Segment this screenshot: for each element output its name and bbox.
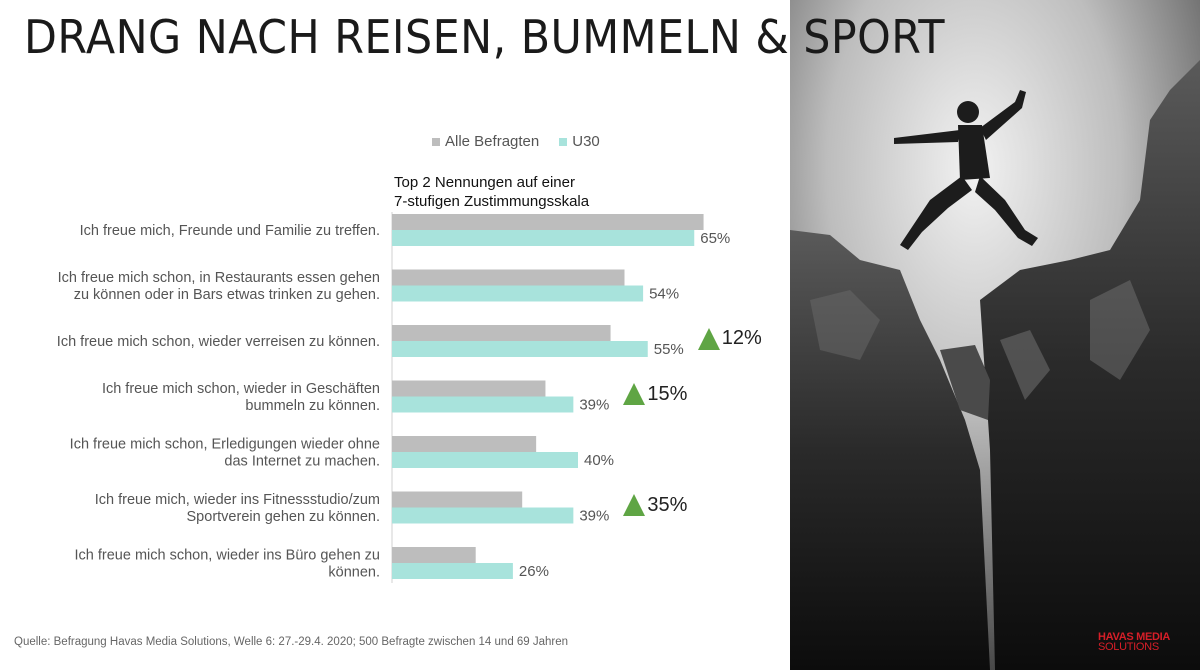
category-label-6-0: Ich freue mich schon, wieder ins Büro ge…	[75, 548, 380, 564]
bar-all-1	[392, 269, 625, 286]
category-label-5-1: Sportverein gehen zu können.	[187, 509, 380, 525]
change-callout-5: 35%	[623, 494, 687, 517]
legend-label-u30: U30	[572, 133, 600, 150]
data-label-u30-0: 65%	[700, 230, 730, 247]
data-label-u30-6: 26%	[519, 563, 549, 580]
subtitle-line-2: 7-stufigen Zustimmungsskala	[394, 193, 590, 210]
bar-u30-5	[392, 507, 574, 524]
bar-u30-2	[392, 341, 648, 357]
bar-u30-1	[392, 285, 644, 302]
up-triangle-icon	[697, 327, 720, 350]
bar-all-0	[392, 214, 704, 230]
category-label-5-0: Ich freue mich, wieder ins Fitnessstudio…	[95, 492, 380, 508]
background-photo	[790, 0, 1200, 670]
bar-u30-3	[392, 396, 574, 413]
legend-swatch-u30	[559, 137, 568, 146]
bar-u30-0	[392, 230, 695, 246]
data-label-u30-5: 39%	[579, 508, 609, 525]
havas-logo: HAVAS MEDIA SOLUTIONS	[1098, 631, 1171, 653]
change-callout-2: 12%	[697, 327, 762, 350]
data-label-u30-1: 54%	[649, 286, 679, 303]
change-callout-label: 35%	[647, 493, 688, 516]
category-label-4-1: das Internet zu machen.	[224, 454, 380, 470]
category-label-3-1: bummeln zu können.	[245, 398, 380, 414]
legend-label-all: Alle Befragten	[445, 133, 540, 150]
category-label-1-0: Ich freue mich schon, in Restaurants ess…	[58, 270, 380, 286]
logo-line-1: HAVAS MEDIA	[1098, 631, 1171, 643]
up-triangle-icon	[623, 494, 646, 516]
bar-chart: 65% Ich freue mich, Freunde und Familie z…	[57, 212, 730, 583]
category-label-4-0: Ich freue mich schon, Erledigungen wiede…	[70, 437, 380, 453]
bar-all-3	[392, 380, 546, 397]
up-triangle-icon	[623, 383, 646, 405]
bar-u30-4	[392, 452, 578, 468]
data-label-u30-2: 55%	[654, 341, 684, 358]
bar-all-2	[392, 325, 611, 341]
category-label-1-1: zu können oder in Bars etwas trinken zu …	[74, 287, 380, 303]
change-callout-3: 15%	[623, 383, 687, 406]
legend-item-u30: U30	[559, 133, 600, 150]
category-label-0-0: Ich freue mich, Freunde und Familie zu t…	[80, 223, 380, 239]
page-title: DRANG NACH REISEN, BUMMELN & SPORT	[24, 10, 945, 64]
bar-all-5	[392, 491, 523, 508]
legend-swatch-all	[432, 137, 440, 146]
subtitle-line-1: Top 2 Nennungen auf einer	[394, 174, 575, 191]
change-callout-label: 15%	[647, 382, 688, 405]
source-footnote: Quelle: Befragung Havas Media Solutions,…	[14, 636, 569, 648]
chart-subtitle: Top 2 Nennungen auf einer 7-stufigen Zus…	[394, 173, 694, 211]
bar-u30-6	[392, 563, 513, 579]
bar-all-4	[392, 436, 537, 452]
logo-line-2: SOLUTIONS	[1098, 641, 1159, 653]
chart-legend: Alle Befragten U30	[432, 133, 600, 150]
bar-all-6	[392, 547, 476, 563]
data-label-u30-4: 40%	[584, 452, 614, 469]
category-label-6-1: können.	[328, 565, 380, 581]
change-callout-label: 12%	[721, 327, 762, 349]
data-label-u30-3: 39%	[579, 397, 609, 414]
legend-item-all: Alle Befragten	[432, 133, 539, 150]
category-label-3-0: Ich freue mich schon, wieder in Geschäft…	[102, 381, 380, 397]
category-label-2-0: Ich freue mich schon, wieder verreisen z…	[57, 334, 380, 350]
